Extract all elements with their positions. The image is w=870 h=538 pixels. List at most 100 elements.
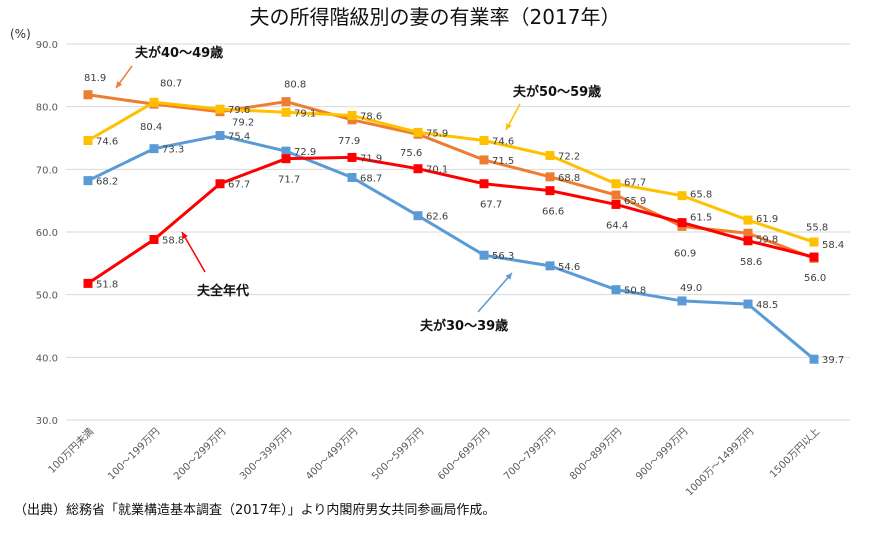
x-tick-label: 1000万～1499万円 xyxy=(684,426,756,498)
data-label: 65.9 xyxy=(624,196,646,207)
data-label: 74.6 xyxy=(492,137,514,148)
data-point-marker xyxy=(83,136,93,146)
data-label: 72.9 xyxy=(294,147,316,158)
data-point-marker xyxy=(545,172,555,182)
data-label: 71.7 xyxy=(278,175,300,186)
data-point-marker xyxy=(677,191,687,201)
data-point-marker xyxy=(83,176,93,186)
data-label: 67.7 xyxy=(480,200,502,211)
series-line xyxy=(87,133,815,361)
data-point-marker xyxy=(545,261,555,271)
y-axis-label: (%) xyxy=(10,27,31,41)
data-label: 39.7 xyxy=(822,355,844,366)
annotation-arrow xyxy=(181,231,206,273)
y-tick-label: 30.0 xyxy=(36,416,58,427)
data-label: 75.4 xyxy=(228,131,250,142)
data-point-marker xyxy=(149,235,159,245)
data-label: 56.3 xyxy=(492,251,514,262)
data-point-marker xyxy=(611,285,621,295)
series-annotation: 夫が40～49歳 xyxy=(135,45,223,61)
data-point-marker xyxy=(743,299,753,309)
data-label: 80.7 xyxy=(160,78,182,89)
data-label: 67.7 xyxy=(624,178,646,189)
data-label: 59.8 xyxy=(756,234,778,245)
data-point-marker xyxy=(215,179,225,189)
x-tick-label: 400～499万円 xyxy=(304,426,360,482)
data-label: 80.8 xyxy=(284,80,306,91)
data-label: 50.8 xyxy=(624,286,646,297)
x-tick-label: 1500万円以上 xyxy=(767,426,822,481)
x-tick-label: 200～299万円 xyxy=(172,426,228,482)
x-tick-label: 900～999万円 xyxy=(634,426,690,482)
data-point-marker xyxy=(281,146,291,156)
x-tick-label: 500～599万円 xyxy=(370,426,426,482)
data-point-marker xyxy=(347,172,357,182)
data-point-marker xyxy=(479,250,489,260)
data-point-marker xyxy=(83,90,93,100)
data-label: 74.6 xyxy=(96,137,118,148)
data-point-marker xyxy=(149,97,159,107)
x-tick-label: 100万円未満 xyxy=(46,426,96,476)
y-tick-label: 70.0 xyxy=(36,165,58,176)
data-label: 62.6 xyxy=(426,212,448,223)
data-label: 75.6 xyxy=(400,148,422,159)
series-line xyxy=(87,100,815,244)
data-label: 75.9 xyxy=(426,128,448,139)
chart-title: 夫の所得階級別の妻の有業率（2017年） xyxy=(250,5,621,29)
data-label: 71.9 xyxy=(360,153,382,164)
data-point-marker xyxy=(809,252,819,262)
data-label: 60.9 xyxy=(674,248,696,259)
series-annotation: 夫全年代 xyxy=(197,283,249,299)
data-point-marker xyxy=(677,296,687,306)
data-point-marker xyxy=(677,218,687,228)
data-label: 64.4 xyxy=(606,220,628,231)
data-label: 49.0 xyxy=(680,283,702,294)
data-label: 79.6 xyxy=(228,105,250,116)
data-label: 73.3 xyxy=(162,145,184,156)
data-point-marker xyxy=(545,186,555,196)
data-point-marker xyxy=(281,107,291,117)
data-label: 72.2 xyxy=(558,152,580,163)
data-label: 58.6 xyxy=(740,257,762,268)
y-tick-label: 60.0 xyxy=(36,228,58,239)
data-label: 77.9 xyxy=(338,136,360,147)
series-line xyxy=(87,93,815,260)
series-annotation: 夫が50～59歳 xyxy=(513,84,601,100)
data-label: 65.8 xyxy=(690,190,712,201)
data-label: 51.8 xyxy=(96,279,118,290)
y-tick-label: 40.0 xyxy=(36,353,58,364)
data-label: 56.0 xyxy=(804,273,826,284)
data-label: 61.5 xyxy=(690,213,712,224)
arrowhead-icon xyxy=(506,123,512,130)
data-label: 70.1 xyxy=(426,165,448,176)
data-point-marker xyxy=(611,199,621,209)
data-label: 79.1 xyxy=(294,108,316,119)
series-line xyxy=(87,155,815,285)
data-point-marker xyxy=(809,237,819,247)
series-annotation: 夫が30～39歳 xyxy=(420,318,508,334)
data-point-marker xyxy=(347,152,357,162)
data-point-marker xyxy=(479,155,489,165)
data-point-marker xyxy=(743,236,753,246)
data-label: 58.4 xyxy=(822,240,844,251)
data-point-marker xyxy=(809,354,819,364)
data-point-marker xyxy=(149,144,159,154)
x-tick-label: 600～699万円 xyxy=(436,426,492,482)
data-point-marker xyxy=(83,278,93,288)
y-tick-label: 90.0 xyxy=(36,40,58,51)
data-point-marker xyxy=(743,215,753,225)
data-point-marker xyxy=(545,151,555,161)
data-point-marker xyxy=(743,228,753,238)
data-point-marker xyxy=(479,136,489,146)
data-label: 79.2 xyxy=(232,118,254,129)
data-label: 67.7 xyxy=(228,180,250,191)
data-point-marker xyxy=(281,97,291,107)
annotation-arrow xyxy=(477,272,513,313)
source-note: （出典）総務省「就業構造基本調査（2017年）」より内閣府男女共同参画局作成。 xyxy=(14,502,495,518)
arrowhead-icon xyxy=(505,273,512,280)
data-label: 48.5 xyxy=(756,300,778,311)
y-tick-label: 50.0 xyxy=(36,291,58,302)
data-point-marker xyxy=(413,127,423,137)
data-point-marker xyxy=(413,211,423,221)
